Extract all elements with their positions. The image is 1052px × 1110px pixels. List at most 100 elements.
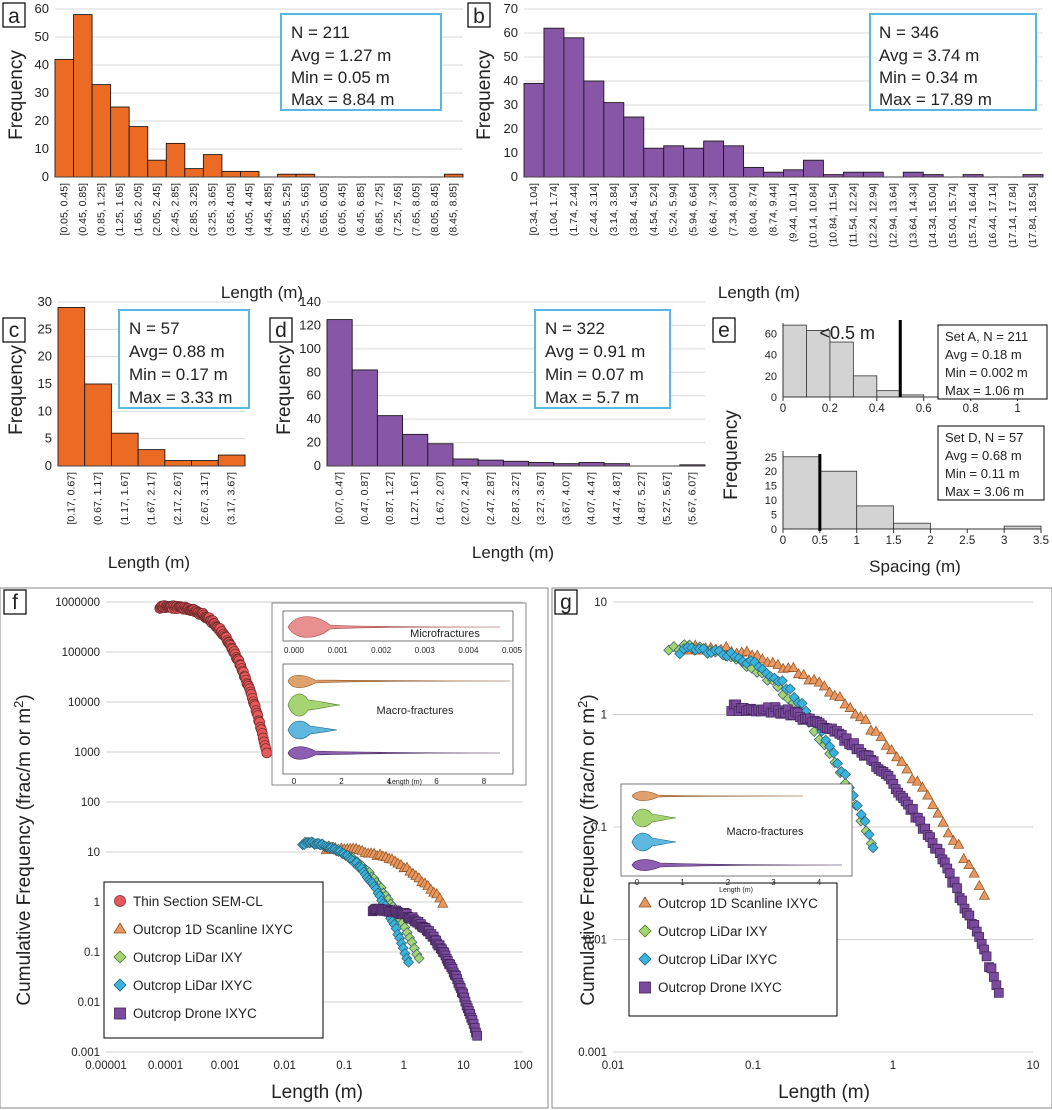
y-tick-label-b: 10 [504, 145, 518, 160]
histogram-e-set-d: 0 5 10 15 20 25 0 0.5 1 1.5 2 2.5 3 3.5 [765, 451, 1049, 547]
data-point-outcrop-1d-scanline-ixyc [823, 686, 836, 697]
legend-box-g [628, 882, 838, 1017]
xlabel-g: Length (m) [778, 1082, 870, 1103]
data-point-outcrop-1d-scanline-ixyc [978, 889, 991, 900]
data-point-outcrop-1d-scanline-ixyc [932, 807, 944, 818]
bar-a [184, 168, 204, 178]
bar-c [164, 460, 193, 467]
inset-frame-g [620, 783, 853, 877]
stats-d-n: N = 322 [545, 319, 605, 338]
y-tick-label-plot-g: 0.001 [578, 1047, 607, 1059]
x-tick-label-a: (3.65, 4.05] [225, 183, 237, 236]
bar-b [603, 102, 625, 178]
panel-label-g: g [560, 591, 572, 614]
ylabel-f: Cumulative Frequency (frac/m or m2) [11, 694, 35, 1005]
bar-c [191, 460, 219, 467]
bar-b [583, 80, 605, 178]
data-point-outcrop-drone-ixyc [944, 868, 955, 879]
violin-lidar-ixyc [287, 720, 338, 740]
legend-label-thin-section: Thin Section SEM-CL [133, 894, 263, 909]
bar-e-top [852, 375, 878, 398]
x-tick-label-b: (17.84, 18.54] [1027, 183, 1039, 248]
y-tick-label-c: 5 [45, 431, 52, 446]
inset-violin-f: Microfractures 0.000 0.001 0.002 0.003 0.004… [271, 602, 527, 786]
inset-xlabel-f: Length (m) [388, 779, 422, 786]
data-point-outcrop-1d-scanline-ixyc [963, 858, 975, 870]
inset-macro-tick-label: 8 [482, 777, 487, 786]
x-tick-label-b: (11.54, 12.24] [847, 183, 859, 247]
stats-box-a [280, 13, 442, 111]
ylabel-f-text: Cumulative Frequency (frac/m or m [14, 708, 35, 1006]
xlabel-e: Spacing (m) [869, 557, 961, 576]
x-tick-label-a: (4.85, 5.25] [281, 183, 293, 236]
x-tick-label-d: (0.47, 0.87] [359, 472, 371, 525]
x-tick-label-a: (5.65, 6.05] [318, 183, 330, 236]
inset-micro-tick-label: 0.001 [328, 646, 349, 655]
x-tick-label-a: (6.85, 7.25] [374, 183, 386, 236]
x-tick-label-plot-f: 0.01 [274, 1060, 296, 1072]
y-tick-label-d: 60 [307, 388, 321, 403]
x-tick-label-c: (3.17, 3.67] [226, 472, 238, 525]
bar-e-bottom [819, 470, 858, 530]
x-tick-label-b: [0.34, 1.04] [528, 183, 540, 236]
y-tick-label-d: 20 [307, 435, 321, 450]
y-tick-label-plot-f: 10 [87, 847, 100, 859]
bar-e-top [782, 324, 807, 398]
panel-label-e: e [718, 319, 730, 342]
y-tick-label-d: 80 [307, 364, 321, 379]
data-point-outcrop-lidar-ixyc [839, 769, 851, 781]
stats-e-bottom-max: Max = 3.06 m [945, 484, 1024, 499]
x-tick-label-b: (8.74, 9.44] [768, 183, 780, 236]
stats-b-min: Min = 0.34 m [879, 68, 978, 87]
y-tick-label-plot-f: 1000 [74, 747, 100, 759]
stats-box-e-top [937, 324, 1048, 400]
y-tick-label-plot-f: 100 [81, 797, 100, 809]
bar-c [84, 383, 112, 467]
x-tick-label-b: (12.94, 13.64] [887, 183, 899, 248]
stats-b-max: Max = 17.89 m [879, 90, 992, 109]
x-tick-label-e-top: 0.4 [869, 403, 886, 415]
bar-b [703, 140, 725, 178]
violin-lidar-ixy [287, 693, 341, 717]
legend-label-lidar-ixyc: Outcrop LiDar IXYC [133, 978, 253, 993]
legend-g-marker-lidar-ixy [638, 924, 652, 938]
x-tick-label-b: (15.74, 16.44] [967, 183, 979, 248]
data-point-outcrop-drone-ixyc [981, 951, 992, 962]
legend-marker-lidar-ixy [113, 950, 127, 964]
stats-c-max: Max = 3.33 m [129, 388, 232, 407]
inset-macro-tick-label: 6 [434, 777, 439, 786]
y-tick-label-e-bottom: 15 [765, 481, 777, 493]
inset-label-macro: Macro-fractures [376, 705, 454, 717]
panel-label-c: c [9, 319, 20, 342]
x-tick-label-b: (10.14, 10.84] [807, 183, 819, 248]
y-tick-label-c: 10 [38, 403, 52, 418]
stats-d-max: Max = 5.7 m [545, 388, 639, 407]
stats-c-n: N = 57 [129, 319, 180, 338]
legend-marker-drone [114, 1007, 126, 1020]
violin-scanline [287, 674, 511, 688]
bar-a [73, 14, 93, 178]
y-tick-label-b: 40 [504, 73, 518, 88]
legend-marker-lidar-ixyc [113, 978, 127, 992]
x-tick-label-d: (1.27, 1.67] [409, 472, 421, 525]
inset-macro-tick-label: 2 [339, 777, 344, 786]
x-tick-label-a: (5.25, 5.65] [299, 183, 311, 236]
x-tick-label-b: (9.44, 10.14] [787, 183, 799, 242]
y-tick-label-e-top: 0 [771, 392, 777, 404]
data-point-outcrop-1d-scanline-ixyc [885, 744, 898, 755]
panel-c: c Frequency 0 5 10 15 20 25 30 [0.17, 0.67] (0.6… [2, 294, 250, 572]
data-point-outcrop-lidar-ixyc [784, 683, 796, 695]
inset-micro-tick-label: 0.004 [458, 646, 479, 655]
x-tick-label-plot-f: 1 [401, 1060, 407, 1072]
bar-a [165, 142, 186, 178]
data-point-outcrop-lidar-ixy [413, 952, 425, 964]
data-point-outcrop-lidar-ixyc [859, 815, 871, 827]
legend-g-label-drone: Outcrop Drone IXYC [658, 980, 782, 995]
y-tick-label-plot-g: 0.01 [585, 935, 607, 947]
bar-b [683, 147, 705, 178]
data-point-outcrop-drone-ixyc [986, 963, 997, 974]
data-point-outcrop-1d-scanline-ixyc [875, 730, 887, 742]
data-point-outcrop-lidar-ixyc [828, 747, 840, 759]
x-tick-label-d: (2.87, 3.27] [510, 472, 522, 525]
